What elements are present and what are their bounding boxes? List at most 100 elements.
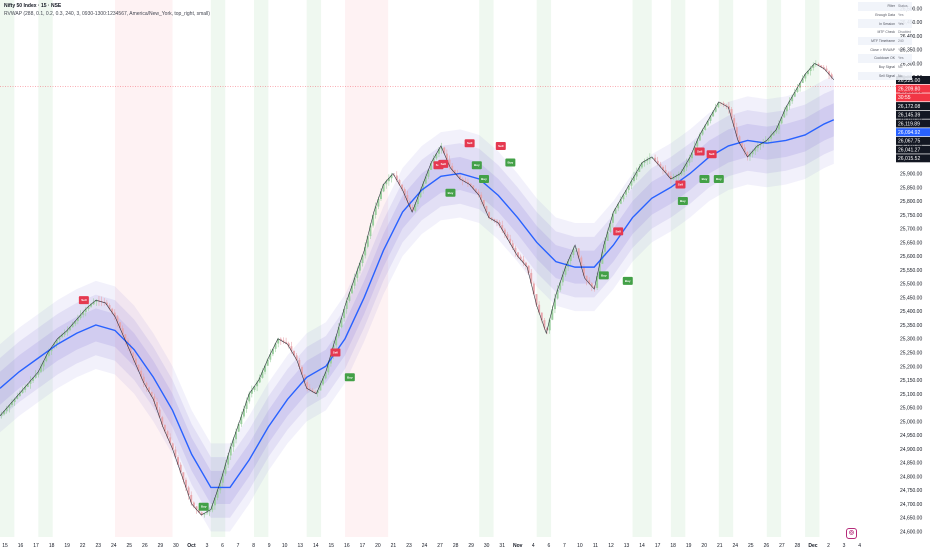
rvwap-band [0, 89, 834, 518]
candle-body [198, 509, 201, 513]
candle-body [822, 67, 825, 69]
candle-body [298, 359, 301, 367]
candle-body [348, 293, 351, 301]
y-tick-label: 24,750.00 [900, 488, 922, 494]
sell-signal-box [78, 296, 89, 305]
y-tick-label: 25,350.00 [900, 323, 922, 329]
candle-body [171, 443, 174, 450]
candle-body [635, 171, 638, 177]
candle-body [108, 304, 111, 309]
x-tick-label: 28 [453, 543, 459, 549]
buy-signal-label: Buy [481, 177, 487, 181]
candle-body [229, 446, 232, 456]
candle-body [95, 300, 98, 303]
status-key: Buy Signal [878, 65, 895, 70]
candle-body [221, 473, 224, 483]
y-tick-label: 24,900.00 [900, 447, 922, 453]
x-tick-label: 14 [313, 543, 319, 549]
x-tick-label: 15 [2, 543, 8, 549]
candle-body [519, 256, 522, 260]
candle-body [240, 416, 243, 425]
candle-body [169, 437, 172, 444]
candle-body [68, 327, 71, 331]
candle-body [216, 490, 219, 498]
candle-body [656, 160, 659, 164]
buy-signal-label: Buy [625, 279, 631, 283]
candle-body [482, 199, 485, 206]
status-key: Close > RVWAP [870, 47, 895, 52]
sell-signal: Sell [694, 147, 705, 156]
candle-body [337, 327, 340, 337]
candle-body [416, 197, 419, 204]
candle-body [509, 238, 512, 244]
candle-body [701, 129, 704, 135]
candle-body [582, 266, 585, 276]
candle-body [661, 166, 664, 170]
candle-body [503, 229, 506, 235]
candle-body [706, 120, 709, 126]
candle-body [382, 184, 385, 192]
candle-body [121, 328, 124, 335]
candle-body [119, 322, 122, 329]
candle-body [213, 497, 216, 506]
candle-body [39, 366, 42, 372]
candle-body [659, 163, 662, 167]
candle-body [5, 408, 8, 412]
candle-body [730, 109, 733, 119]
candle-body [166, 431, 169, 438]
candle-body [440, 147, 443, 150]
candle-body [232, 439, 235, 447]
candle-body [279, 338, 282, 341]
candle-body [611, 213, 614, 223]
candle-body [372, 214, 375, 226]
x-tick-label: 24 [111, 543, 117, 549]
y-tick-label: 26,350.00 [900, 48, 922, 54]
candle-body [242, 408, 245, 417]
candle-body [654, 157, 657, 161]
candle-body [622, 194, 625, 200]
candle-body [390, 175, 393, 179]
price-path [0, 62, 835, 516]
candle-body [669, 175, 672, 179]
status-key: Filter [887, 4, 895, 9]
candle-body [32, 377, 35, 381]
sell-signal-label: Sell [81, 298, 87, 302]
price-label-box [896, 136, 930, 145]
y-tick-label: 25,600.00 [900, 254, 922, 260]
y-tick-label: 25,150.00 [900, 378, 922, 384]
y-tick-label: 26,300.00 [900, 61, 922, 67]
sell-signal: Sell [78, 296, 89, 305]
candle-body [522, 259, 525, 263]
x-tick-label: 15 [329, 543, 335, 549]
price-label-box [896, 93, 930, 102]
buy-signal: Buy [471, 161, 482, 170]
candle-body [350, 285, 353, 294]
price-label-text: 26,172.08 [898, 104, 920, 110]
candle-body [685, 162, 688, 168]
candle-body [461, 179, 464, 181]
y-tick-label: 25,650.00 [900, 240, 922, 246]
sell-signal-box [706, 150, 717, 159]
candle-body [569, 255, 572, 262]
candle-body [10, 402, 13, 406]
y-tick-label: 24,850.00 [900, 461, 922, 467]
session-shading [0, 0, 820, 537]
sell-signal-label: Sell [467, 141, 473, 145]
sell-signal-box [613, 227, 624, 236]
candle-body [596, 275, 599, 289]
y-tick-label: 25,300.00 [900, 337, 922, 343]
buy-signal-label: Buy [702, 177, 708, 181]
candle-body [3, 411, 6, 415]
session-band-green [766, 0, 782, 537]
candle-body [590, 283, 593, 287]
tradingview-logo-icon[interactable]: ◎ [846, 528, 857, 539]
x-tick-label: 27 [437, 543, 443, 549]
sell-signal-box [675, 180, 686, 189]
candle-body [809, 68, 812, 72]
candle-body [548, 319, 551, 331]
sell-signal: Sell [438, 159, 449, 168]
candle-body [777, 123, 780, 130]
candle-body [648, 158, 651, 160]
status-value: Disabled [898, 30, 912, 35]
status-value: No [898, 65, 903, 70]
